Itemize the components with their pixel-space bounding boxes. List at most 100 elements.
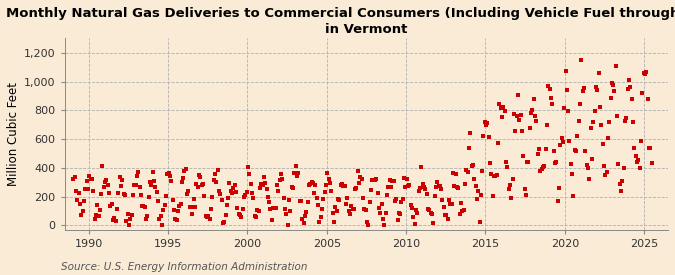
Point bbox=[85, 177, 96, 181]
Point bbox=[202, 214, 213, 219]
Point bbox=[321, 183, 331, 188]
Point bbox=[388, 179, 399, 183]
Point bbox=[277, 177, 288, 182]
Point bbox=[572, 134, 583, 138]
Point bbox=[335, 183, 346, 188]
Point bbox=[493, 141, 504, 145]
Point bbox=[104, 191, 115, 196]
Point bbox=[593, 70, 604, 75]
Point bbox=[462, 170, 473, 175]
Point bbox=[80, 186, 90, 191]
Point bbox=[634, 166, 645, 170]
Point bbox=[143, 194, 154, 199]
Point bbox=[95, 207, 105, 212]
Point bbox=[366, 188, 377, 192]
Point bbox=[383, 185, 394, 189]
Point bbox=[294, 199, 305, 203]
Point bbox=[613, 162, 624, 166]
Point bbox=[74, 191, 84, 196]
Point bbox=[645, 146, 655, 150]
Point bbox=[487, 194, 498, 198]
Point bbox=[605, 96, 616, 100]
Point bbox=[70, 175, 80, 180]
Point bbox=[194, 173, 205, 178]
Point bbox=[146, 183, 157, 187]
Point bbox=[158, 208, 169, 213]
Point bbox=[286, 185, 297, 189]
Point bbox=[183, 189, 194, 193]
Text: Source: U.S. Energy Information Administration: Source: U.S. Energy Information Administ… bbox=[61, 262, 307, 272]
Point bbox=[293, 171, 304, 175]
Point bbox=[188, 197, 199, 201]
Point bbox=[161, 194, 171, 198]
Point bbox=[403, 184, 414, 188]
Point bbox=[346, 204, 356, 208]
Point bbox=[552, 199, 563, 203]
Point bbox=[126, 212, 137, 217]
Point bbox=[534, 147, 545, 152]
Point bbox=[110, 219, 121, 224]
Point bbox=[452, 185, 462, 189]
Point bbox=[454, 212, 465, 216]
Point bbox=[159, 202, 170, 207]
Point bbox=[109, 216, 119, 221]
Point bbox=[626, 97, 637, 102]
Point bbox=[101, 177, 112, 182]
Point bbox=[460, 182, 470, 186]
Point bbox=[224, 181, 235, 185]
Point bbox=[134, 185, 145, 189]
Point bbox=[409, 221, 420, 226]
Point bbox=[597, 142, 608, 146]
Point bbox=[178, 175, 188, 180]
Point bbox=[157, 222, 167, 227]
Point bbox=[347, 207, 358, 211]
Point bbox=[566, 162, 576, 166]
Point bbox=[250, 215, 261, 219]
Point bbox=[72, 198, 83, 202]
Point bbox=[359, 207, 370, 211]
Point bbox=[337, 182, 348, 186]
Point bbox=[144, 180, 155, 185]
Point bbox=[179, 169, 190, 174]
Point bbox=[369, 178, 379, 182]
Point bbox=[313, 202, 323, 207]
Point bbox=[412, 211, 423, 215]
Point bbox=[583, 165, 593, 170]
Point bbox=[279, 207, 290, 211]
Point bbox=[577, 89, 588, 93]
Point bbox=[136, 193, 146, 197]
Point bbox=[524, 126, 535, 130]
Point bbox=[555, 143, 566, 147]
Point bbox=[529, 96, 539, 101]
Point bbox=[515, 113, 526, 117]
Point bbox=[457, 209, 468, 213]
Point bbox=[637, 91, 647, 96]
Point bbox=[620, 119, 630, 123]
Point bbox=[519, 186, 530, 191]
Point bbox=[544, 86, 555, 91]
Point bbox=[406, 205, 417, 210]
Point bbox=[234, 211, 244, 216]
Point bbox=[537, 167, 547, 171]
Point bbox=[632, 160, 643, 164]
Point bbox=[563, 108, 574, 113]
Point bbox=[458, 208, 469, 212]
Point bbox=[165, 174, 176, 178]
Point bbox=[343, 209, 354, 213]
Point bbox=[242, 165, 253, 170]
Point bbox=[448, 171, 458, 175]
Point bbox=[71, 189, 82, 193]
Point bbox=[618, 166, 629, 170]
Point bbox=[342, 196, 352, 200]
Point bbox=[275, 172, 286, 176]
Point bbox=[281, 211, 292, 216]
Point bbox=[216, 198, 227, 202]
Point bbox=[180, 166, 191, 171]
Point bbox=[89, 217, 100, 221]
Point bbox=[114, 175, 125, 179]
Point bbox=[354, 181, 364, 186]
Point bbox=[581, 163, 592, 167]
Point bbox=[485, 160, 495, 165]
Point bbox=[304, 182, 315, 187]
Point bbox=[622, 87, 633, 92]
